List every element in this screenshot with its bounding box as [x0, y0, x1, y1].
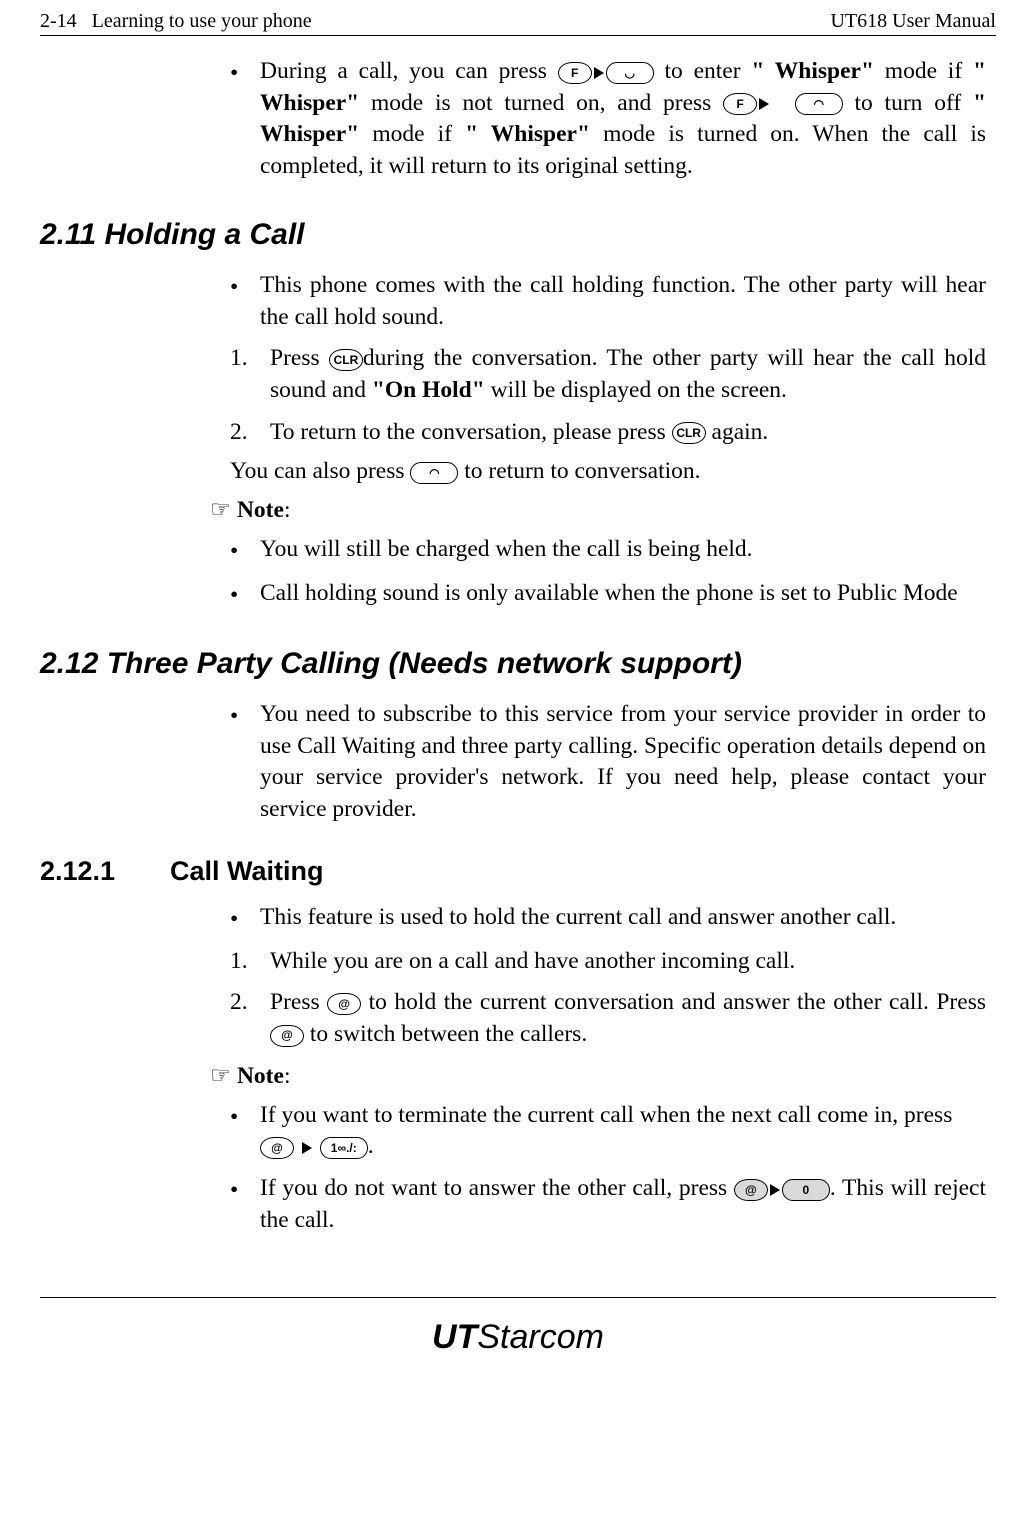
text: to turn off — [854, 90, 972, 116]
page-number: 2-14 — [40, 10, 77, 32]
at-key-shaded-icon: @ — [734, 1179, 768, 1201]
step-number: 1. — [230, 343, 270, 406]
text: mode is not turned on, and press — [371, 90, 723, 116]
sec212-bullet-1: • You need to subscribe to this service … — [230, 699, 986, 826]
bullet-icon: • — [230, 56, 260, 183]
sec2121-bullet-1: • This feature is used to hold the curre… — [230, 902, 986, 936]
handset-up-key-icon: ◡ — [606, 62, 654, 84]
whisper-label: " Whisper" — [751, 58, 874, 84]
subsection-2-12-1-heading: 2.12.1Call Waiting — [40, 856, 996, 887]
whisper-bullet: • During a call, you can press F ◡ to ent… — [230, 56, 986, 183]
text: to switch between the callers. — [304, 1021, 587, 1047]
step-number: 2. — [230, 987, 270, 1050]
handset-down-key-icon: ◠ — [410, 462, 458, 484]
text: Call holding sound is only available whe… — [260, 578, 986, 612]
text: to enter — [665, 58, 752, 84]
handset-down-key-icon: ◠ — [795, 93, 843, 115]
text: While you are on a call and have another… — [270, 946, 986, 978]
header-left: 2-14 Learning to use your phone — [40, 10, 312, 33]
at-key-icon: @ — [260, 1137, 294, 1159]
on-hold-label: "On Hold" — [372, 377, 485, 403]
text: mode if — [372, 121, 465, 147]
text: If you do not want to answer the other c… — [260, 1173, 986, 1236]
subsection-title: Call Waiting — [170, 856, 324, 886]
sec2121-step-1: 1. While you are on a call and have anot… — [230, 946, 986, 978]
subsection-number: 2.12.1 — [40, 856, 170, 887]
sec211-step-1: 1. Press CLRduring the conversation. The… — [230, 343, 986, 406]
note-label: Note — [237, 497, 284, 523]
arrow-icon — [759, 98, 769, 110]
text: Press — [270, 345, 329, 371]
one-key-icon: 1∞./: — [320, 1137, 368, 1159]
text: To return to the conversation, please pr… — [270, 419, 672, 445]
pointing-hand-icon: ☞ — [210, 497, 237, 523]
section-2-11-heading: 2.11 Holding a Call — [40, 218, 996, 252]
page: 2-14 Learning to use your phone UT618 Us… — [0, 0, 1036, 1387]
text: Press @ to hold the current conversation… — [270, 987, 986, 1050]
whisper-text: During a call, you can press F ◡ to enter… — [260, 56, 986, 183]
sec2121-note-bullet-1: • If you want to terminate the current c… — [230, 1100, 986, 1163]
logo-starcom: Starcom — [477, 1318, 604, 1356]
sec2121-note: ☞ Note: — [210, 1061, 996, 1090]
footer-separator — [40, 1297, 996, 1298]
text: will be displayed on the screen. — [485, 377, 787, 403]
step-number: 2. — [230, 417, 270, 449]
chapter-title: Learning to use your phone — [92, 10, 312, 32]
clr-key-icon: CLR — [329, 349, 363, 371]
text: You will still be charged when the call … — [260, 534, 986, 568]
f-key-icon: F — [558, 62, 592, 84]
bullet-icon: • — [230, 534, 260, 568]
text: again. — [706, 419, 769, 445]
text: To return to the conversation, please pr… — [270, 417, 986, 449]
sec211-bullet-1: • This phone comes with the call holding… — [230, 270, 986, 333]
sec2121-step-2: 2. Press @ to hold the current conversat… — [230, 987, 986, 1050]
text: If you want to terminate the current cal… — [260, 1102, 952, 1128]
text: to hold the current conversation and ans… — [361, 989, 986, 1015]
arrow-icon — [302, 1142, 312, 1154]
text: This feature is used to hold the current… — [260, 902, 986, 936]
text: to return to conversation. — [458, 458, 700, 484]
text: This phone comes with the call holding f… — [260, 270, 986, 333]
utstarcom-logo: UTStarcom — [40, 1318, 996, 1357]
bullet-icon: • — [230, 1173, 260, 1236]
text: Press — [270, 989, 327, 1015]
bullet-icon: • — [230, 1100, 260, 1163]
section-2-12-heading: 2.12 Three Party Calling (Needs network … — [40, 647, 996, 681]
logo-ut: UT — [432, 1318, 477, 1356]
text: If you do not want to answer the other c… — [260, 1175, 734, 1201]
step-number: 1. — [230, 946, 270, 978]
zero-key-shaded-icon: 0 — [782, 1179, 830, 1201]
text: . — [368, 1133, 374, 1159]
text: If you want to terminate the current cal… — [260, 1100, 986, 1163]
page-header: 2-14 Learning to use your phone UT618 Us… — [40, 10, 996, 36]
arrow-icon — [770, 1184, 780, 1196]
text: During a call, you can press — [260, 58, 558, 84]
pointing-hand-icon: ☞ — [210, 1063, 237, 1089]
text: You can also press — [230, 458, 410, 484]
arrow-icon — [594, 67, 604, 79]
at-key-icon: @ — [270, 1025, 304, 1047]
sec2121-note-bullet-2: • If you do not want to answer the other… — [230, 1173, 986, 1236]
bullet-icon: • — [230, 270, 260, 333]
sec211-note-bullet-2: • Call holding sound is only available w… — [230, 578, 986, 612]
bullet-icon: • — [230, 578, 260, 612]
text: You need to subscribe to this service fr… — [260, 699, 986, 826]
f-key-icon: F — [723, 93, 757, 115]
bullet-icon: • — [230, 699, 260, 826]
text: Press CLRduring the conversation. The ot… — [270, 343, 986, 406]
clr-key-icon: CLR — [672, 422, 706, 444]
bullet-icon: • — [230, 902, 260, 936]
sec211-also: You can also press ◠ to return to conver… — [230, 458, 986, 485]
text: mode if — [885, 58, 973, 84]
sec211-note-bullet-1: • You will still be charged when the cal… — [230, 534, 986, 568]
manual-title: UT618 User Manual — [830, 10, 996, 33]
text: mode is turned on. When the call is comp… — [260, 121, 986, 179]
sec211-note: ☞ Note: — [210, 495, 996, 524]
note-label: Note — [237, 1063, 284, 1089]
sec211-step-2: 2. To return to the conversation, please… — [230, 417, 986, 449]
at-key-icon: @ — [327, 993, 361, 1015]
whisper-label: " Whisper" — [465, 121, 590, 147]
